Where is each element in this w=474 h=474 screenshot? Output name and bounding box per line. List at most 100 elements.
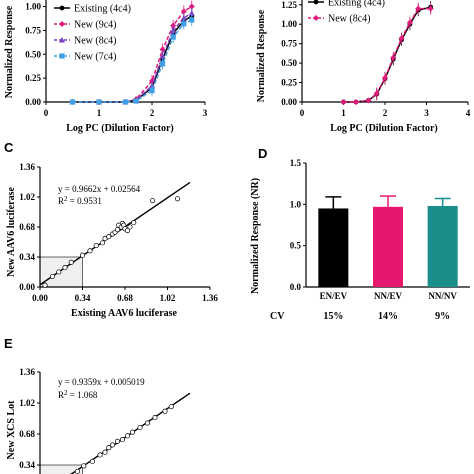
panel-a-x-tick-label: 1 [97, 108, 102, 118]
panel-e-point [137, 425, 143, 431]
panel-e-point [119, 436, 126, 443]
panel-b-legend-label: Existing (4c4) [328, 0, 385, 9]
panel-d-category-label: NN/NV [428, 291, 457, 301]
panel-c-point [68, 259, 74, 265]
panel-a-legend-marker [59, 53, 65, 59]
panel-a-legend-marker [59, 5, 65, 11]
panel-b-chart: 0 1 2 3 4 0.00 0.25 0.50 0.75 1.00 1.25 Existing (4… [281, 0, 471, 118]
panel-a-y-tick-label: 0.00 [25, 97, 41, 107]
panel-e-point [144, 420, 151, 426]
panel-a-y-tick-label: 0.75 [25, 25, 41, 35]
panel-e-r2-value: = 1.068 [68, 390, 98, 400]
panel-e-point [162, 408, 168, 414]
panel-e-point [81, 463, 87, 469]
panel-e-point [102, 449, 108, 455]
panel-d-cv-value: 15% [323, 311, 343, 322]
panel-a-x-tick-label: 0 [44, 108, 49, 118]
panel-c-xlabel: Existing AAV6 luciferase [71, 308, 177, 319]
panel-a-point [170, 27, 177, 33]
panel-b-legend-marker [313, 15, 319, 21]
panel-c-point [99, 240, 106, 246]
panel-c-point [124, 227, 131, 234]
panel-a-series-line [72, 19, 193, 103]
panel-b-point [382, 74, 388, 81]
panel-a-point [149, 87, 155, 94]
panel-c-y-tick-label: 0.68 [19, 222, 35, 232]
panel-c-r2: R2 = 0.9531 [58, 195, 102, 206]
panel-a-legend-label: New (9c4) [74, 20, 116, 31]
panel-a-y-tick-label: 1.00 [25, 2, 41, 12]
panel-a-point [189, 17, 195, 23]
panel-b-point [340, 99, 347, 105]
panel-b-y-tick-label: 0.75 [281, 39, 297, 49]
panel-c-point [42, 282, 48, 288]
panel-a-y-tick-label: 0.25 [25, 73, 41, 83]
panel-a-legend-marker [59, 37, 65, 43]
panel-c-ylabel: New AAV6 luciferase [6, 187, 17, 277]
panel-a-legend-label: New (8c4) [74, 36, 116, 47]
panel-d-bar [427, 205, 458, 287]
panel-e-point [109, 442, 116, 448]
panel-e-point [97, 452, 103, 458]
panel-b-x-tick-label: 1 [341, 108, 346, 118]
panel-b-point [427, 5, 434, 12]
panel-b-x-tick-label: 2 [383, 108, 388, 118]
panel-a-point [122, 99, 129, 105]
panel-a-point [188, 10, 195, 16]
panel-e-point [152, 415, 158, 421]
panel-a-point [188, 3, 195, 10]
panel-e-point [124, 433, 131, 439]
panel-b-y-tick-label: 0.00 [281, 97, 297, 107]
panel-b-xlabel: Log PC (Dilution Factor) [330, 123, 438, 134]
panel-a-point [170, 34, 176, 40]
panel-a-chart: 0 1 2 3 0.00 0.25 0.50 0.75 1.00 Existing (4c4) Ne… [25, 0, 208, 118]
panel-a-point [160, 61, 166, 67]
panel-d-bar [318, 208, 349, 287]
panel-e-y-tick-label: 0.68 [19, 429, 35, 439]
panel-b-point [390, 54, 397, 61]
panel-c-point [131, 220, 137, 226]
panel-d-category-label: EN/EV [320, 291, 348, 301]
panel-e-point [74, 468, 81, 474]
panel-a-x-tick-label: 2 [150, 108, 155, 118]
panel-c-x-tick-label: 0.00 [32, 293, 48, 303]
panel-c-point [93, 242, 99, 249]
panel-c-point [127, 224, 133, 230]
panel-b-y-tick-label: 0.25 [281, 78, 297, 88]
panel-e-y-tick-label: 0.34 [19, 460, 35, 470]
panel-e-point [168, 404, 174, 410]
panel-c-x-tick-label: 1.02 [160, 293, 176, 303]
panel-e-r2-r: R [58, 390, 64, 400]
panel-a-legend-marker [59, 21, 65, 27]
panel-b-series-line [343, 7, 431, 103]
panel-a-point [180, 8, 187, 15]
panel-c-point [56, 269, 62, 275]
panel-a-ylabel: Normalized Response [4, 5, 15, 98]
panel-c-point [87, 248, 93, 254]
panel-b-x-tick-label: 4 [466, 108, 471, 118]
panel-c-x-tick-label: 0.68 [117, 293, 133, 303]
panel-e-point [129, 429, 136, 435]
panel-e-point [89, 458, 96, 464]
panel-a-series-line [72, 5, 193, 103]
panel-c-chart: 0.00 0.34 0.68 1.02 1.36 0.00 0.34 0.68 1.02 1.36 [19, 162, 218, 303]
panel-d-cv-value: 14% [378, 311, 398, 322]
panel-a-legend-label: New (7c4) [74, 52, 116, 63]
panel-c-r2-r: R [58, 196, 64, 206]
panel-label-d: D [258, 146, 267, 161]
panel-e-y-tick-label: 1.02 [19, 398, 35, 408]
panel-a-y-tick-label: 0.50 [25, 49, 41, 59]
panel-e-chart: 0.34 0.68 1.02 1.36 [19, 367, 191, 474]
panel-d-category-label: NN/EV [374, 291, 403, 301]
panel-e-fit-line [70, 392, 191, 474]
panel-e-r2-sup: 2 [64, 389, 68, 397]
panel-d-chart: 0.0 0.5 1.0 1.5 EN/EV 15% NN/EV 14% NN/NV 9% [290, 158, 470, 322]
panel-c-point [49, 273, 56, 279]
panel-b-point [398, 35, 405, 42]
panel-c-point [106, 234, 112, 240]
panel-d-bar [373, 206, 403, 287]
panel-c-point [174, 196, 181, 202]
panel-a-legend-label: Existing (4c4) [74, 4, 131, 15]
panel-b-point [406, 19, 413, 26]
